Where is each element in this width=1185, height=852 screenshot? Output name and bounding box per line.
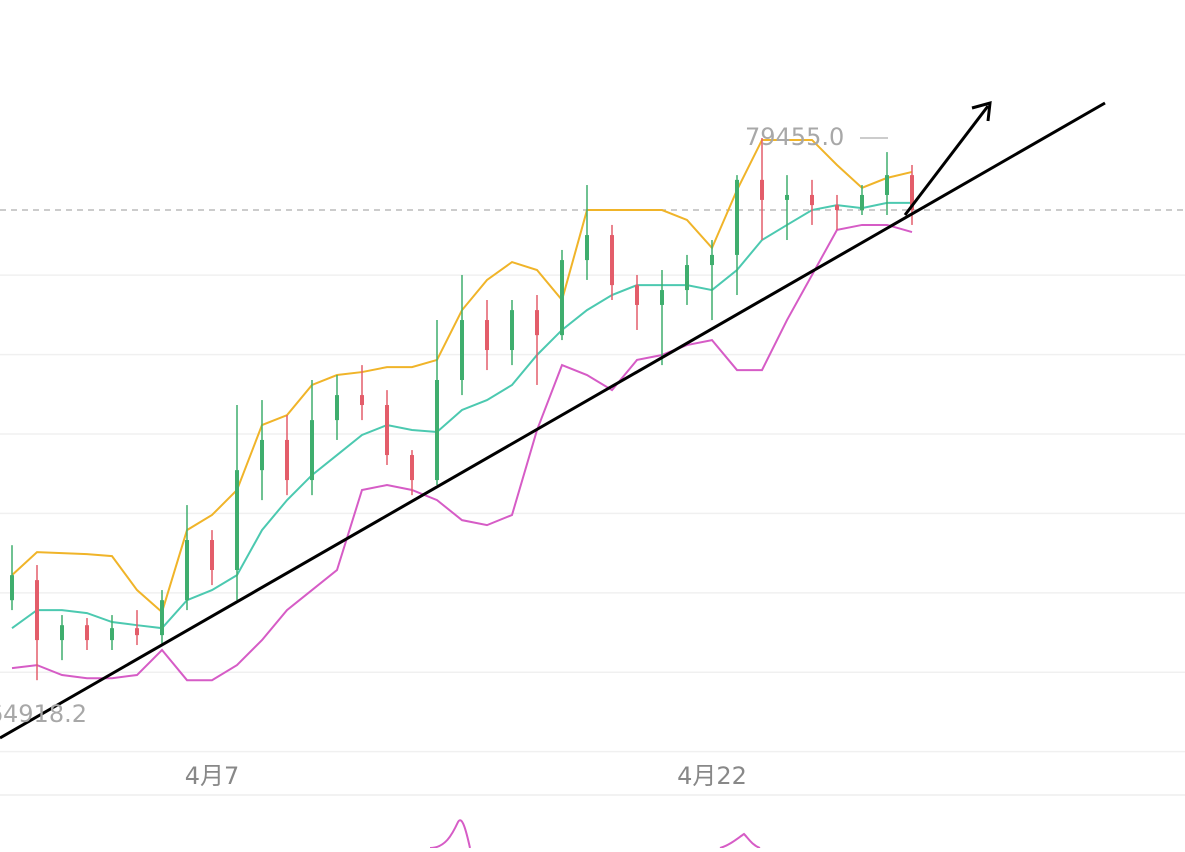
candle-body — [135, 628, 139, 636]
arrow-head — [971, 100, 992, 122]
candle-body — [885, 175, 889, 195]
candle-body — [360, 395, 364, 406]
candle-body — [560, 260, 564, 336]
candle-body — [660, 290, 664, 305]
candle-body — [760, 179, 764, 200]
candle-body — [160, 600, 164, 636]
indicator-line — [429, 819, 471, 849]
candle-body — [60, 625, 64, 641]
candle-body — [335, 395, 339, 421]
candle-body — [285, 439, 289, 481]
candle-body — [860, 194, 864, 211]
candle-body — [535, 310, 539, 336]
high-label: 79455.0 — [745, 123, 844, 151]
candle-body — [210, 540, 214, 570]
candle-body — [435, 380, 439, 481]
candle-body — [310, 420, 314, 481]
low-label: 64918.2 — [0, 700, 87, 728]
trend-line — [0, 101, 1106, 740]
candle-body — [235, 470, 239, 570]
band-line — [11, 223, 913, 682]
candle-body — [85, 625, 89, 641]
candle-body — [685, 265, 689, 291]
candle-body — [610, 235, 614, 286]
band-line — [11, 201, 912, 630]
candle-body — [410, 455, 414, 481]
candle-body — [510, 310, 514, 351]
candle-body — [835, 205, 839, 211]
candle-body — [260, 439, 264, 471]
candle-body — [385, 405, 389, 456]
candle-body — [710, 254, 714, 266]
x-tick-label: 4月22 — [677, 762, 747, 790]
candle-body — [785, 194, 789, 200]
indicator-line — [719, 832, 761, 849]
arrow — [903, 105, 990, 216]
candle-body — [485, 320, 489, 351]
candle-body — [585, 235, 589, 261]
candle-body — [910, 175, 914, 211]
candle-body — [735, 179, 739, 255]
candle-body — [35, 580, 39, 641]
candle-body — [185, 540, 189, 601]
candle-body — [810, 194, 814, 206]
candle-body — [460, 320, 464, 380]
x-tick-label: 4月7 — [185, 762, 240, 790]
candle-body — [635, 285, 639, 305]
candle-body — [110, 628, 114, 641]
candle-body — [10, 575, 14, 601]
